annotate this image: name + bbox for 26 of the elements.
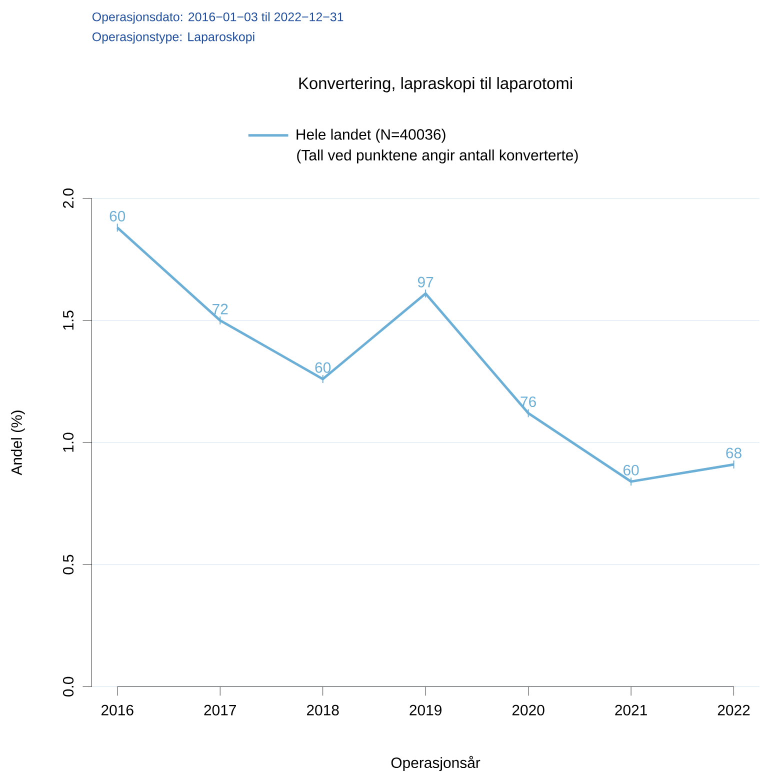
text: Operasjonsdato: 2016−01−03 til 2022−12−31 xyxy=(92,12,343,24)
y-tick-label: 0.5 xyxy=(62,554,74,574)
x-tick-label: 2018 xyxy=(306,704,339,716)
x-tick-label: 2017 xyxy=(204,704,236,716)
annotation: 97 xyxy=(418,276,433,288)
y-tick-label: 1.5 xyxy=(62,310,74,330)
annotation: 60 xyxy=(315,362,330,373)
text: (Tall ved punktene angir antall konverterte) xyxy=(296,150,578,164)
x-axis-title: Operasjonsår xyxy=(391,756,480,772)
annotation: 72 xyxy=(212,304,228,314)
annotation: 68 xyxy=(726,448,742,458)
chart-title: Konvertering, lapraskopi til laparotomi xyxy=(299,77,572,92)
y-tick-label: 0.0 xyxy=(62,676,74,697)
text: Operasjonstype: Laparoskopi xyxy=(92,32,254,44)
legend-label: Hele landet (N=40036) xyxy=(296,128,446,143)
y-tick-label: 1.0 xyxy=(62,432,74,452)
x-tick-label: 2016 xyxy=(101,704,134,716)
annotation: 60 xyxy=(110,210,125,222)
x-tick-label: 2019 xyxy=(409,704,442,716)
x-tick-label: 2022 xyxy=(718,704,750,716)
y-axis-title: Andel (%) xyxy=(10,410,25,476)
y-tick-label: 2.0 xyxy=(62,188,74,208)
x-tick-label: 2021 xyxy=(614,704,647,716)
annotation: 76 xyxy=(520,396,536,408)
annotation: 60 xyxy=(623,464,639,476)
x-tick-label: 2020 xyxy=(512,704,544,716)
